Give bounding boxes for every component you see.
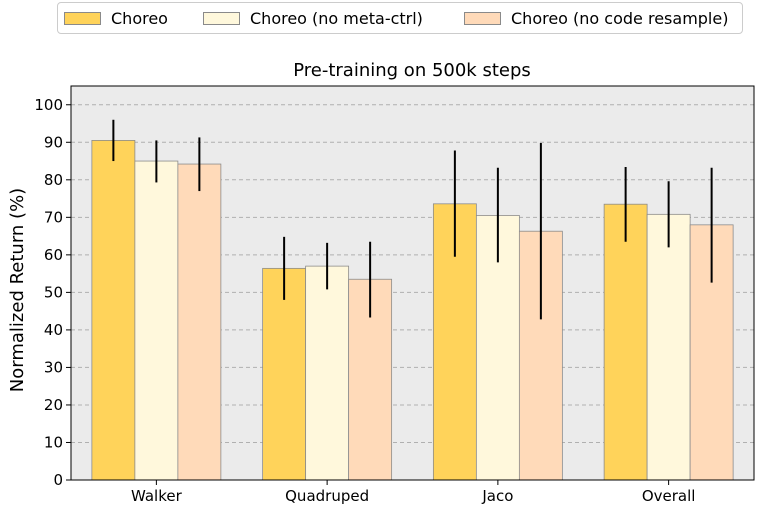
y-tick-label: 100 xyxy=(34,96,63,114)
x-tick-label: Walker xyxy=(131,487,183,505)
legend-item-choreo: Choreo xyxy=(64,8,168,28)
bar-0-1 xyxy=(134,160,179,481)
chart-legend: Choreo Choreo (no meta-ctrl) Choreo (no … xyxy=(57,2,743,34)
y-tick-label: 10 xyxy=(44,433,63,451)
legend-label-choreo: Choreo xyxy=(111,8,168,28)
bar-0-2 xyxy=(177,163,222,481)
chart-title: Pre-training on 500k steps xyxy=(293,60,531,81)
x-axis: Walker Quadruped Jaco Overall xyxy=(131,480,695,505)
error-bars xyxy=(112,119,713,320)
x-tick-label: Jaco xyxy=(481,487,513,505)
bar-3-0 xyxy=(603,203,648,481)
legend-swatch-no-code-resample xyxy=(464,11,501,25)
legend-swatch-no-meta-ctrl xyxy=(203,11,240,25)
y-tick-label: 40 xyxy=(44,321,63,339)
y-tick-label: 30 xyxy=(44,358,63,376)
bar-1-0 xyxy=(262,267,307,481)
legend-label-no-meta-ctrl: Choreo (no meta-ctrl) xyxy=(250,8,423,28)
x-tick-label: Overall xyxy=(642,487,696,505)
bar-0-0 xyxy=(91,140,136,481)
y-tick-label: 20 xyxy=(44,396,63,414)
y-tick-label: 50 xyxy=(44,283,63,301)
y-tick-label: 90 xyxy=(44,133,63,151)
y-tick-label: 0 xyxy=(53,471,63,489)
bar-3-1 xyxy=(646,213,691,481)
y-axis-label: Normalized Return (%) xyxy=(7,188,28,392)
x-tick-label: Quadruped xyxy=(285,487,369,505)
legend-item-no-meta-ctrl: Choreo (no meta-ctrl) xyxy=(203,8,423,28)
legend-label-no-code-resample: Choreo (no code resample) xyxy=(511,8,729,28)
y-tick-label: 70 xyxy=(44,208,63,226)
y-tick-label: 60 xyxy=(44,246,63,264)
bar-1-1 xyxy=(305,265,350,481)
y-axis: 0 10 20 30 40 50 60 70 80 90 100 xyxy=(34,96,71,489)
y-tick-label: 80 xyxy=(44,171,63,189)
legend-item-no-code-resample: Choreo (no code resample) xyxy=(464,8,728,28)
legend-swatch-choreo xyxy=(64,11,101,25)
plot-frame xyxy=(70,85,755,481)
